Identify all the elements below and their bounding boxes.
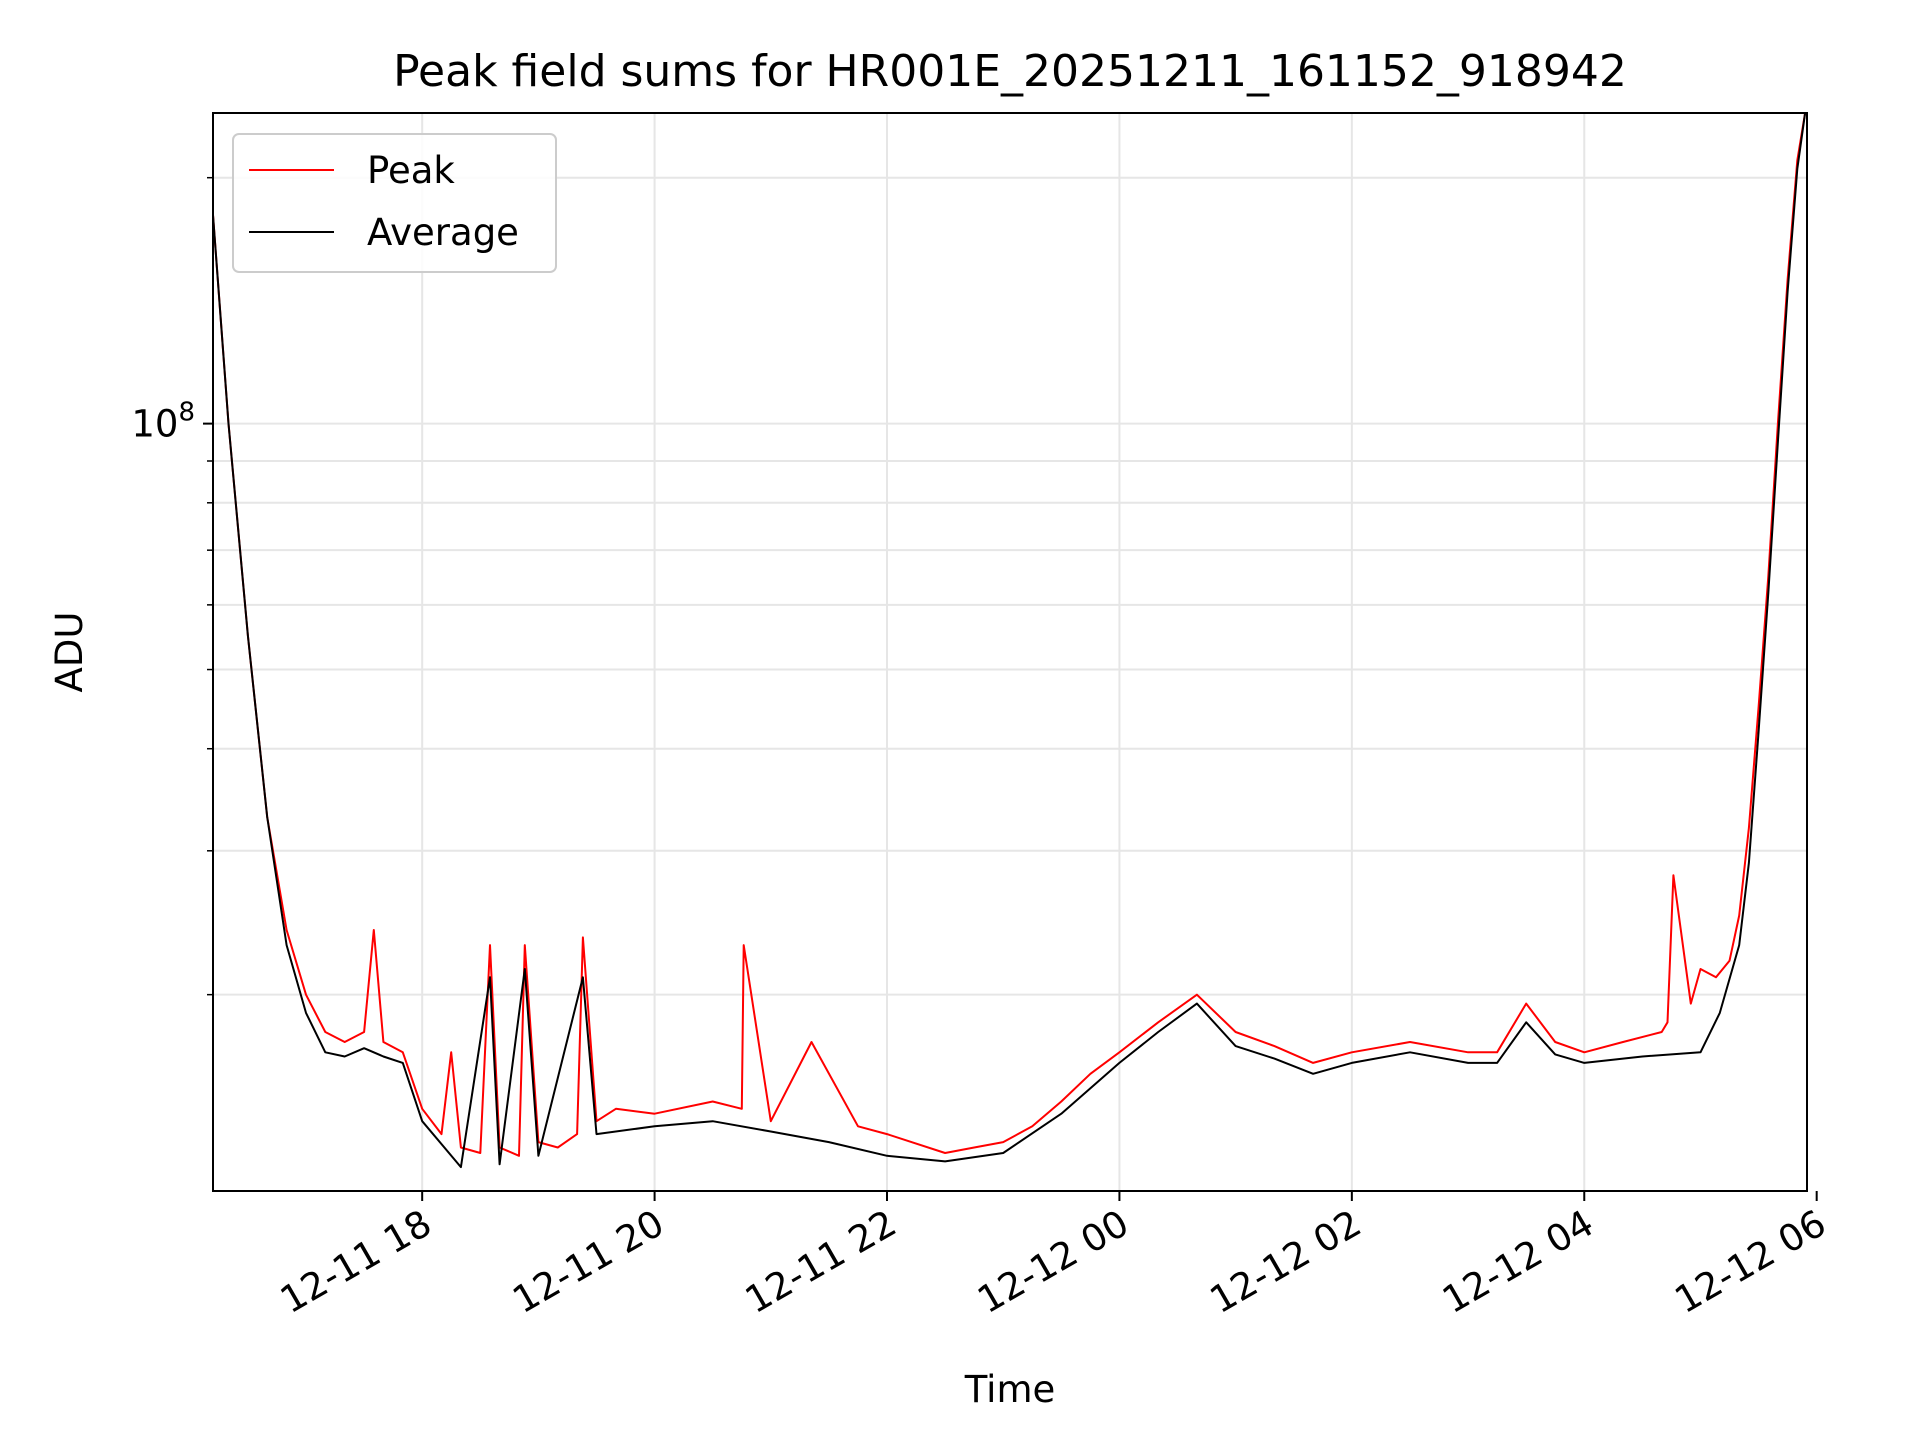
series-lines	[212, 112, 1807, 1169]
legend-box	[232, 133, 557, 273]
series-line-peak	[212, 112, 1807, 1157]
chart-title: Peak field sums for HR001E_20251211_1611…	[393, 46, 1627, 97]
legend: Peak Average	[232, 133, 557, 273]
series-line-average	[212, 112, 1807, 1169]
y-axis-label: ADU	[48, 612, 91, 693]
grid-lines	[213, 113, 1807, 1191]
legend-label-average: Average	[367, 211, 519, 254]
legend-label-peak: Peak	[367, 149, 455, 192]
x-axis-label: Time	[964, 1368, 1056, 1411]
plot-frame	[212, 112, 1808, 1192]
